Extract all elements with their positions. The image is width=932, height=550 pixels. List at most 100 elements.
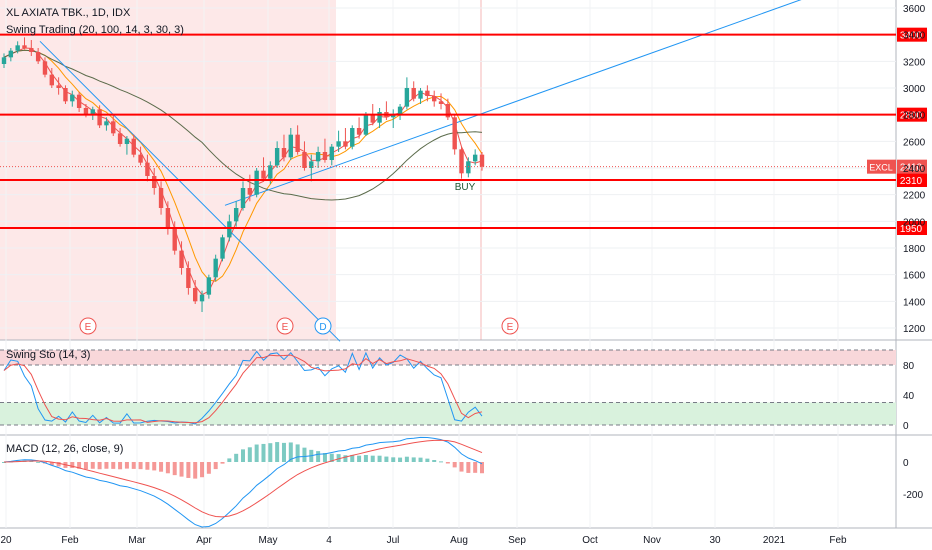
event-marker-label: E (507, 322, 514, 333)
macd-histogram-bar (288, 442, 293, 462)
candle-body (104, 121, 109, 126)
candle-body (233, 208, 239, 222)
candle-body (452, 117, 457, 150)
macd-histogram-bar (234, 453, 239, 462)
candle (295, 125, 300, 155)
macd-histogram-bar (254, 444, 259, 462)
candle (350, 125, 355, 150)
candle-body (56, 85, 61, 88)
stoch-tick-label: 0 (903, 421, 909, 432)
candle (274, 141, 280, 168)
candle (425, 85, 430, 102)
candle-body (377, 112, 382, 123)
candle (186, 261, 191, 295)
price-tick-label: 3400 (903, 31, 926, 42)
candle-body (193, 288, 198, 302)
macd-histogram-bar (473, 462, 478, 473)
macd-line (3, 436, 483, 528)
symbol-badge-label: EXCL (869, 163, 893, 173)
candle-body (261, 170, 266, 179)
candle-body (90, 109, 95, 115)
stoch-bands (0, 349, 896, 426)
candle-body (117, 133, 123, 144)
indicator-title: Swing Trading (20, 100, 14, 3, 30, 3) (6, 24, 184, 36)
candle-body (124, 138, 130, 144)
event-marker[interactable]: E (276, 317, 294, 335)
price-tick-label: 2000 (903, 217, 926, 228)
candle (97, 105, 102, 128)
candle (322, 138, 328, 163)
macd-histogram-bar (480, 462, 484, 474)
macd-histogram-bar (370, 455, 375, 462)
price-tick-label: 1600 (903, 271, 926, 282)
long-moving-average (3, 49, 483, 201)
time-tick-label: 2021 (763, 535, 786, 546)
candle-body (158, 188, 164, 208)
level-label: 3400 (900, 31, 923, 42)
candle-body (322, 152, 328, 160)
candle-body (240, 188, 246, 208)
macd-histogram-bar (83, 462, 88, 470)
candle-body (411, 88, 416, 99)
candle-body (165, 208, 171, 228)
macd-histogram-bar (295, 444, 300, 462)
macd-histogram-bar (281, 442, 286, 462)
event-marker[interactable]: E (501, 317, 519, 335)
candle (459, 146, 464, 179)
macd-tick-label: 0 (903, 458, 909, 469)
candle (472, 149, 478, 166)
time-tick-label: 30 (709, 535, 721, 546)
macd-histogram-bar (104, 462, 109, 469)
candle (179, 241, 184, 275)
candle (466, 157, 471, 178)
event-marker[interactable]: D (314, 317, 332, 335)
macd-histogram-bar (247, 447, 252, 462)
event-marker-circle (501, 317, 519, 335)
event-marker[interactable]: E (79, 317, 97, 335)
price-tick-label: 1800 (903, 244, 926, 255)
candle-body (42, 61, 48, 75)
time-tick-label: Sep (508, 535, 526, 546)
time-tick-label: May (259, 535, 278, 546)
candle-body (152, 176, 157, 188)
candle (384, 101, 389, 120)
candle (356, 117, 362, 139)
candle-body (459, 149, 464, 174)
macd-histogram-bar (220, 462, 225, 464)
time-tick-label: Apr (196, 535, 212, 546)
event-marker-label: E (85, 322, 92, 333)
macd-histogram-bar (36, 461, 41, 463)
macd-histogram-bar (329, 453, 334, 462)
event-marker-circle (79, 317, 97, 335)
macd-histogram-bar (227, 458, 232, 462)
candle (432, 90, 437, 107)
axes: 3600340032003000280026002400220020001800… (0, 4, 925, 546)
candle-body (370, 114, 375, 123)
time-tick-label: Jul (387, 535, 400, 546)
macd-histogram-bar (77, 462, 82, 469)
macd-histogram-bar (49, 462, 54, 466)
time-tick-label: Aug (450, 535, 468, 546)
candle (438, 93, 444, 110)
candle-body (206, 277, 212, 295)
candle-body (179, 250, 184, 268)
candle-body (466, 161, 471, 174)
candle (42, 57, 48, 78)
price-tick-label: 2200 (903, 191, 926, 202)
macd-histogram-bar (391, 457, 396, 462)
candle-body (391, 114, 396, 118)
candle (329, 144, 334, 166)
time-tick-label: Feb (61, 535, 79, 546)
candle-body (404, 88, 410, 107)
stoch-tick-label: 40 (903, 391, 915, 402)
macd-histogram-bar (377, 455, 382, 462)
macd-histogram-bar (322, 453, 327, 462)
candle-body (138, 154, 143, 163)
candle-body (186, 268, 191, 288)
candle-body (49, 74, 54, 86)
candle (411, 81, 416, 102)
candle (29, 40, 34, 56)
macd-histogram-bar (302, 447, 307, 462)
candle (391, 109, 396, 128)
